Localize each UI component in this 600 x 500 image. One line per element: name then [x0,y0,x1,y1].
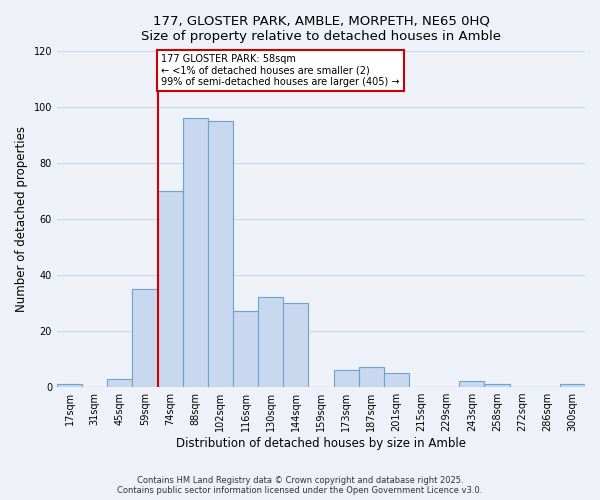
Bar [208,121,233,387]
Bar [359,368,384,387]
Text: 177 GLOSTER PARK: 58sqm
← <1% of detached houses are smaller (2)
99% of semi-det: 177 GLOSTER PARK: 58sqm ← <1% of detache… [161,54,400,87]
Bar [283,303,308,387]
Bar [258,298,283,387]
Text: Contains HM Land Registry data © Crown copyright and database right 2025.
Contai: Contains HM Land Registry data © Crown c… [118,476,482,495]
Bar [182,118,208,387]
Bar [384,373,409,387]
Bar [107,378,133,387]
Y-axis label: Number of detached properties: Number of detached properties [15,126,28,312]
Title: 177, GLOSTER PARK, AMBLE, MORPETH, NE65 0HQ
Size of property relative to detache: 177, GLOSTER PARK, AMBLE, MORPETH, NE65 … [141,15,501,43]
Bar [233,312,258,387]
Bar [560,384,585,387]
X-axis label: Distribution of detached houses by size in Amble: Distribution of detached houses by size … [176,437,466,450]
Bar [158,191,182,387]
Bar [133,289,158,387]
Bar [459,382,484,387]
Bar [484,384,509,387]
Bar [334,370,359,387]
Bar [57,384,82,387]
